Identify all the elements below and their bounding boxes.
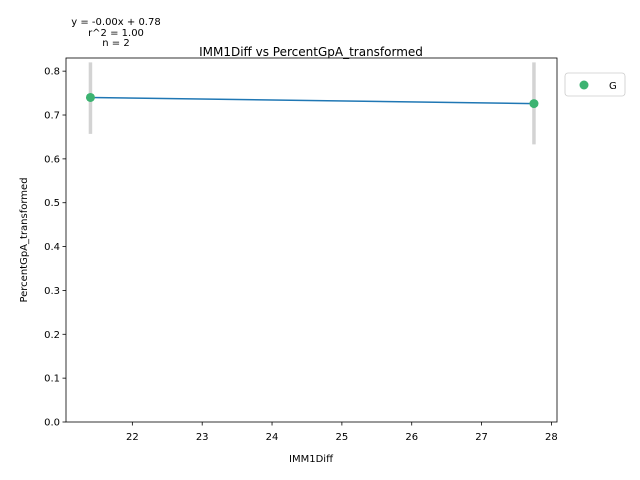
x-tick-label-0: 22: [126, 432, 139, 443]
data-point-0: [85, 92, 95, 102]
y-tick-label-6: 0.6: [44, 154, 60, 165]
x-axis-ticks: 22 23 24 25 26 27 28: [126, 422, 558, 443]
legend-marker: [579, 80, 589, 90]
x-tick-label-3: 25: [336, 432, 349, 443]
annotation-1: r^2 = 1.00: [88, 28, 144, 39]
x-axis-label: IMM1Diff: [289, 454, 334, 465]
y-axis-label: PercentGpA_transformed: [19, 177, 30, 302]
y-axis-ticks: 0.0 0.1 0.2 0.3 0.4 0.5 0.6 0.7 0.8: [44, 67, 66, 429]
data-point-1: [529, 99, 539, 109]
y-tick-label-5: 0.5: [44, 198, 60, 209]
annotation-0: y = -0.00x + 0.78: [71, 17, 160, 28]
data-points: [85, 92, 539, 109]
x-tick-label-1: 23: [196, 432, 209, 443]
x-tick-label-5: 27: [475, 432, 488, 443]
y-tick-label-3: 0.3: [44, 286, 60, 297]
x-tick-label-6: 28: [545, 432, 558, 443]
y-tick-label-0: 0.0: [44, 418, 60, 429]
regression-annotations: y = -0.00x + 0.78r^2 = 1.00n = 2: [71, 17, 160, 49]
plot-frame: [65, 57, 558, 423]
legend-label: G: [609, 81, 617, 92]
x-tick-label-2: 24: [266, 432, 279, 443]
fit-line-group: [90, 96, 534, 105]
x-tick-label-4: 26: [405, 432, 418, 443]
chart-title: IMM1Diff vs PercentGpA_transformed: [199, 45, 423, 59]
legend-box: [564, 72, 626, 97]
y-tick-label-2: 0.2: [44, 330, 60, 341]
y-tick-label-4: 0.4: [44, 242, 60, 253]
legend: G: [564, 72, 626, 97]
y-tick-label-1: 0.1: [44, 374, 60, 385]
annotation-2: n = 2: [102, 38, 129, 49]
y-tick-label-7: 0.7: [44, 111, 60, 122]
fit-line: [90, 96, 534, 105]
y-tick-label-8: 0.8: [44, 67, 60, 78]
